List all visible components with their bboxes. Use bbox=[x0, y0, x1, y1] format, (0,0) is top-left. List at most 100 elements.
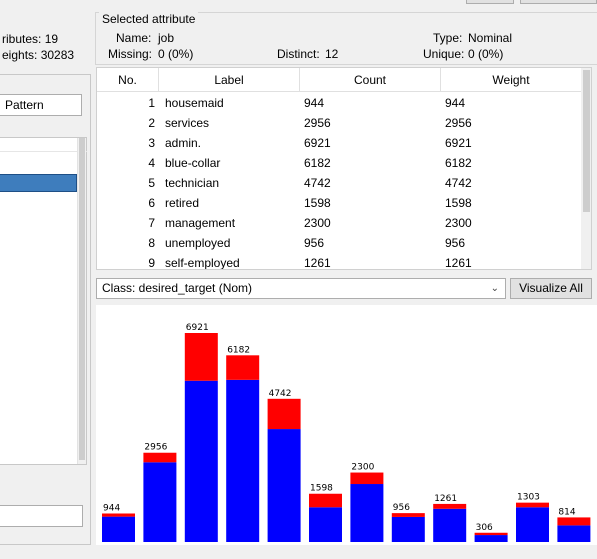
top-button-2[interactable] bbox=[520, 0, 597, 4]
bar-segment-class-a bbox=[516, 507, 549, 542]
cell-no: 7 bbox=[148, 216, 155, 230]
table-scrollbar[interactable] bbox=[581, 68, 591, 269]
bar-segment-class-a bbox=[143, 462, 177, 542]
name-value: job bbox=[158, 31, 175, 45]
cell-no: 1 bbox=[148, 96, 155, 110]
bar-segment-class-b bbox=[267, 398, 301, 430]
bar-total-label: 4742 bbox=[269, 389, 292, 399]
table-scroll-thumb[interactable] bbox=[583, 70, 590, 212]
table-header: No. Label Count Weight bbox=[97, 68, 581, 92]
bar-total-label: 1303 bbox=[517, 493, 540, 503]
column-header-no[interactable]: No. bbox=[97, 68, 159, 92]
column-header-label[interactable]: Label bbox=[159, 68, 300, 92]
bar-segment-class-a bbox=[391, 516, 425, 542]
column-header-weight[interactable]: Weight bbox=[492, 73, 530, 87]
bar-total-label: 1598 bbox=[310, 484, 333, 494]
selected-attribute-title: Selected attribute bbox=[99, 12, 199, 26]
cell-no: 9 bbox=[148, 256, 155, 270]
bar-segment-class-b bbox=[474, 532, 508, 536]
cell-label: admin. bbox=[165, 136, 202, 150]
cell-count: 1261 bbox=[304, 256, 331, 270]
cell-no: 4 bbox=[148, 156, 155, 170]
attribute-list-scrollbar[interactable] bbox=[77, 138, 86, 464]
table-row[interactable]: 7 management 2300 2300 bbox=[97, 213, 581, 233]
bar-total-label: 2956 bbox=[144, 443, 167, 453]
cell-weight: 1261 bbox=[445, 256, 472, 270]
cell-weight: 4742 bbox=[445, 176, 472, 190]
bar-segment-class-a bbox=[267, 429, 301, 542]
table-row[interactable]: 6 retired 1598 1598 bbox=[97, 193, 581, 213]
cell-label: services bbox=[165, 116, 210, 130]
cell-weight: 944 bbox=[445, 96, 466, 110]
bar-total-label: 6921 bbox=[186, 323, 209, 333]
cell-count: 2956 bbox=[304, 116, 331, 130]
table-row[interactable]: 1 housemaid 944 944 bbox=[97, 93, 581, 113]
bar-segment-class-b bbox=[102, 513, 135, 517]
remove-field[interactable] bbox=[0, 505, 83, 527]
cell-no: 5 bbox=[148, 176, 155, 190]
class-distribution-chart: 944 2956 6921 6182 4742 1598 2300 956 1261 306 130… bbox=[96, 305, 597, 545]
bar-segment-class-b bbox=[309, 493, 342, 508]
top-button-1[interactable] bbox=[466, 0, 514, 4]
table-row[interactable]: 9 self-employed 1261 1261 bbox=[97, 253, 581, 270]
selected-attribute-group bbox=[95, 12, 597, 65]
bar-segment-class-b bbox=[350, 472, 384, 485]
attributes-panel: ributes: 19 eights: 30283 Pattern bbox=[0, 0, 92, 559]
class-select[interactable]: Class: desired_target (Nom) ⌄ bbox=[96, 278, 506, 299]
table-row[interactable]: 2 services 2956 2956 bbox=[97, 113, 581, 133]
bar-total-label: 944 bbox=[103, 503, 120, 513]
cell-label: blue-collar bbox=[165, 156, 221, 170]
bar-segment-class-a bbox=[557, 525, 591, 542]
cell-weight: 6921 bbox=[445, 136, 472, 150]
bar-segment-class-a bbox=[309, 507, 342, 542]
column-header-count[interactable]: Count bbox=[300, 68, 441, 92]
label-count-table[interactable]: No. Label Count Weight 1 housemaid 944 9… bbox=[96, 67, 592, 270]
attribute-list[interactable] bbox=[0, 137, 87, 465]
bar-segment-class-a bbox=[433, 508, 467, 542]
bar-segment-class-b bbox=[557, 517, 591, 526]
cell-weight: 1598 bbox=[445, 196, 472, 210]
bar-segment-class-a bbox=[226, 379, 260, 542]
cell-label: technician bbox=[165, 176, 220, 190]
missing-label: Missing: bbox=[108, 47, 153, 61]
bar-total-label: 2300 bbox=[351, 463, 374, 473]
cell-count: 1598 bbox=[304, 196, 331, 210]
pattern-button[interactable]: Pattern bbox=[0, 94, 82, 116]
bar-segment-class-a bbox=[474, 535, 508, 542]
visualize-all-button[interactable]: Visualize All bbox=[510, 278, 592, 299]
bar-segment-class-b bbox=[143, 452, 177, 463]
unique-label: Unique: bbox=[423, 47, 465, 61]
bar-total-label: 6182 bbox=[227, 345, 250, 355]
cell-no: 2 bbox=[148, 116, 155, 130]
distinct-value: 12 bbox=[325, 47, 339, 61]
cell-no: 6 bbox=[148, 196, 155, 210]
class-select-value: Class: desired_target (Nom) bbox=[102, 281, 253, 295]
bar-segment-class-b bbox=[516, 502, 549, 508]
cell-weight: 956 bbox=[445, 236, 466, 250]
table-row[interactable]: 4 blue-collar 6182 6182 bbox=[97, 153, 581, 173]
cell-no: 8 bbox=[148, 236, 155, 250]
table-row[interactable]: 5 technician 4742 4742 bbox=[97, 173, 581, 193]
chevron-down-icon[interactable]: ⌄ bbox=[490, 283, 499, 294]
unique-value: 0 (0%) bbox=[468, 47, 504, 61]
bar-segment-class-b bbox=[433, 503, 467, 509]
sum-of-weights-label: eights: 30283 bbox=[2, 48, 75, 62]
selected-attribute-row[interactable] bbox=[0, 174, 77, 192]
cell-count: 4742 bbox=[304, 176, 331, 190]
missing-value: 0 (0%) bbox=[158, 47, 194, 61]
table-row[interactable]: 8 unemployed 956 956 bbox=[97, 233, 581, 253]
table-row[interactable]: 3 admin. 6921 6921 bbox=[97, 133, 581, 153]
attribute-list-scroll-thumb[interactable] bbox=[79, 138, 85, 460]
bar-segment-class-b bbox=[184, 333, 218, 381]
bar-segment-class-b bbox=[391, 513, 425, 517]
cell-label: unemployed bbox=[165, 236, 231, 250]
type-label: Type: bbox=[433, 31, 463, 45]
cell-count: 2300 bbox=[304, 216, 331, 230]
cell-weight: 2300 bbox=[445, 216, 472, 230]
cell-count: 956 bbox=[304, 236, 325, 250]
bar-segment-class-b bbox=[226, 355, 260, 380]
cell-weight: 2956 bbox=[445, 116, 472, 130]
cell-label: housemaid bbox=[165, 96, 224, 110]
type-value: Nominal bbox=[468, 31, 513, 45]
bar-segment-class-a bbox=[102, 516, 135, 542]
